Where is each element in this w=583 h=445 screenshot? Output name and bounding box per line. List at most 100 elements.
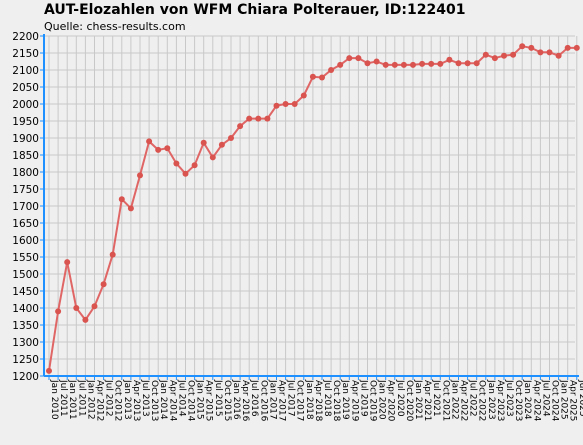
x-tick-label: Jan 2014 [158,379,168,420]
chart-subtitle: Quelle: chess-results.com [44,20,186,33]
data-point [473,60,480,67]
data-point [273,102,280,109]
data-point [400,61,407,68]
data-point [209,154,216,161]
data-point [328,67,335,73]
data-point [482,51,489,58]
x-tick-label: Oct 2020 [404,380,414,422]
data-point [218,141,225,148]
y-tick-label: 2150 [12,48,39,60]
x-tick-label: Jul 2011 [76,379,86,417]
x-tick-label: Jan 2016 [231,379,241,420]
data-point [464,60,471,67]
y-tick-label: 1200 [12,371,39,383]
y-axis-ticks: 1200 1250 1300 1350 1400 1450 1500 1550 1600 1650… [12,31,44,383]
x-tick-label: Jul 2017 [286,379,296,417]
data-point [373,58,380,65]
data-point [573,44,580,51]
x-tick-label: Jul 2024 [540,379,550,417]
x-tick-label: Oct 2014 [186,380,196,422]
data-point [246,115,253,122]
y-tick-label: 1750 [12,184,39,196]
data-point [437,60,444,67]
y-tick-label: 1650 [12,218,39,230]
data-point [155,146,162,153]
x-tick-label: Oct 2024 [550,380,560,422]
data-point [173,160,180,167]
data-point [546,49,553,56]
data-point [237,123,244,130]
data-point [319,74,325,81]
x-tick-label: Jul 2019 [358,379,368,417]
x-tick-label: Jul 2011 [58,379,68,417]
data-point [410,61,416,68]
x-tick-label: Apr 2017 [277,380,287,421]
x-tick-label: Jan 2023 [486,379,496,420]
x-tick-label: Jan 2021 [413,379,423,420]
x-tick-label: Oct 2018 [331,380,341,422]
grid-lines [44,35,578,377]
x-tick-label: Apr 2021 [422,380,432,421]
x-tick-label: Jul 2016 [249,379,259,417]
data-point [537,49,544,56]
data-point [282,101,289,107]
data-point [455,60,462,67]
x-tick-label: Oct 2022 [477,380,487,421]
y-tick-label: 1400 [12,303,39,315]
x-tick-label: Jan 2020 [377,379,387,420]
x-axis-ticks: Jan 2010 Jul 2011 Jan 2011 Jul 2011 Jan 2012… [48,376,583,422]
x-tick-label: Jul 2012 [104,379,114,417]
data-point [100,281,107,288]
data-point [364,60,371,67]
data-point [182,170,189,177]
x-tick-label: Oct 2021 [440,380,450,421]
data-point [255,115,262,122]
data-point [191,162,198,169]
data-point [446,56,453,63]
x-tick-label: Jan 2013 [122,379,132,420]
axes [43,34,579,377]
x-tick-label: Jan 2019 [340,379,350,420]
x-tick-label: Oct 2013 [149,380,159,421]
data-point [491,55,498,62]
chart-title: AUT-Elozahlen von WFM Chiara Polterauer,… [44,2,466,18]
x-tick-label: Jan 2015 [195,379,205,420]
data-point [428,60,435,67]
data-point [291,101,298,107]
x-tick-label: Jan 2017 [267,379,277,420]
y-tick-label: 2000 [12,99,39,111]
data-point [64,259,71,266]
x-tick-label: Jul 2015 [213,379,223,417]
data-point [127,205,134,212]
y-tick-label: 1350 [12,320,39,332]
x-tick-label: Oct 2023 [513,380,523,421]
data-point [355,55,362,62]
x-tick-label: Jul 2023 [504,379,514,417]
y-tick-label: 1450 [12,286,39,298]
x-tick-label: Oct 2012 [113,380,123,421]
x-tick-label: Oct 2016 [258,380,268,422]
x-tick-label: Apr 2018 [313,380,323,422]
y-tick-label: 1250 [12,354,39,366]
x-tick-label: Apr 2013 [131,380,141,421]
x-tick-label: Oct 2017 [295,380,305,421]
x-tick-label: Apr 2019 [349,380,359,422]
data-point [519,43,526,50]
y-tick-label: 1850 [12,150,39,162]
data-point [118,196,125,203]
y-tick-label: 2100 [12,65,39,77]
y-tick-label: 1500 [12,269,39,281]
x-tick-label: Apr 2016 [240,380,250,422]
data-point [337,61,344,68]
x-tick-label: Jan 2025 [559,379,569,420]
data-point [528,44,535,51]
x-tick-label: Apr 2025 [568,380,578,421]
data-point [46,367,52,374]
data-point [510,51,517,58]
data-point [264,115,271,122]
x-tick-label: Jul 2018 [322,379,332,417]
data-point [109,251,116,258]
x-tick-label: Jan 2010 [49,379,59,420]
y-tick-label: 2050 [12,82,39,94]
data-point [419,60,426,67]
